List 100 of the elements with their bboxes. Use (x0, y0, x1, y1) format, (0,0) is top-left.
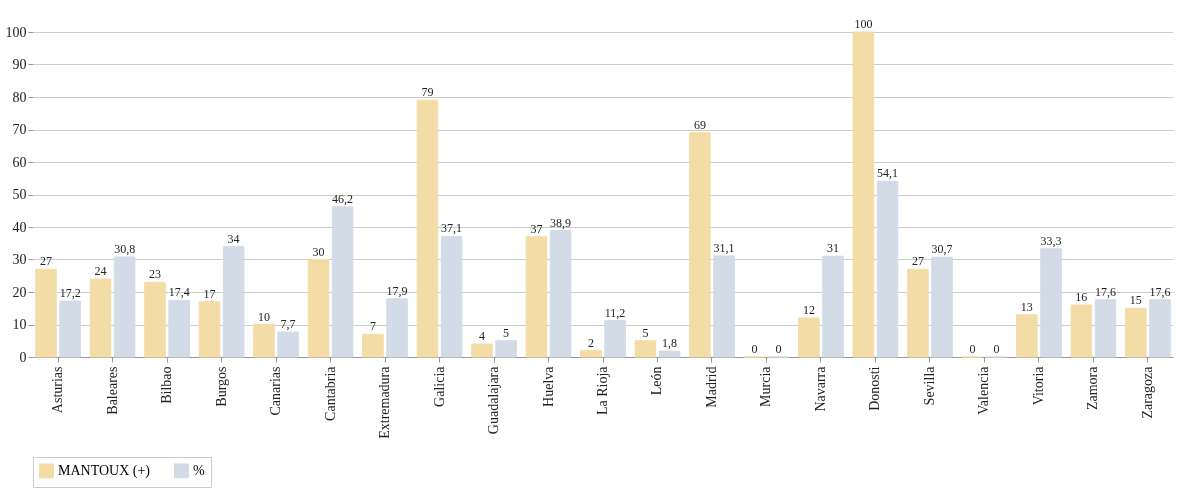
data-label: 27 (39, 254, 52, 269)
bar (525, 236, 548, 358)
data-label: 46,2 (332, 191, 354, 206)
legend-label: MANTOUX (+) (58, 462, 151, 479)
data-label: 23 (148, 267, 161, 282)
data-label: 30 (312, 244, 325, 259)
bar (907, 268, 929, 358)
data-label: 0 (751, 342, 758, 356)
bar (277, 331, 299, 358)
x-tick-label: Navarra (812, 365, 828, 412)
data-label: 17,6 (1149, 284, 1171, 299)
data-label: 69 (693, 117, 706, 132)
data-label: 37,1 (441, 221, 463, 236)
x-tick-label: Valencia (976, 365, 992, 415)
data-label: 37 (530, 221, 543, 236)
bar (1016, 314, 1038, 358)
x-tick-label: Canarias (268, 366, 284, 416)
y-tick-label: 60 (12, 154, 27, 170)
data-label: 30,7 (931, 242, 953, 257)
bar (549, 230, 572, 358)
x-tick-label: Zaragoza (1139, 365, 1155, 419)
bar (1070, 304, 1093, 358)
x-tick-label: Baleares (104, 366, 120, 415)
bar (1125, 307, 1147, 358)
bar (713, 255, 735, 358)
data-label: 17,9 (386, 283, 408, 298)
bar (35, 268, 57, 358)
bar (495, 340, 517, 358)
data-label: 1,8 (662, 336, 678, 351)
data-label: 54,1 (877, 166, 899, 181)
x-tick-label: Cantabria (322, 365, 338, 421)
bar (253, 324, 275, 358)
x-tick-label: León (649, 366, 665, 396)
x-tick-label: Huelva (540, 365, 556, 407)
bar (440, 235, 463, 358)
data-label: 11,2 (604, 305, 626, 320)
data-label: 79 (421, 85, 434, 100)
bar (362, 333, 384, 358)
x-tick-label: Murcia (758, 365, 774, 407)
bar (89, 278, 112, 358)
bar (658, 350, 681, 358)
bar (1149, 299, 1171, 358)
x-tick-label: Burgos (213, 366, 229, 407)
data-label: 15 (1129, 293, 1142, 308)
bar (822, 255, 844, 358)
bar (689, 132, 711, 358)
x-tick-label: Galicia (431, 365, 447, 407)
y-tick-label: 70 (12, 122, 27, 137)
bar (634, 340, 657, 358)
x-tick-label: Guadalajara (486, 365, 502, 435)
data-label: 31 (827, 241, 840, 256)
data-label: 17 (203, 286, 216, 301)
data-label: 5 (642, 325, 649, 340)
data-label: 13 (1020, 299, 1033, 314)
y-tick-label: 0 (19, 349, 27, 365)
x-tick-label: Zamora (1085, 365, 1101, 411)
bar (1040, 248, 1062, 358)
bar (852, 31, 875, 358)
data-label: 7,7 (280, 316, 296, 331)
bar (198, 301, 221, 358)
data-label: 12 (802, 303, 815, 317)
x-tick-label: Bilbao (159, 366, 175, 404)
bar (931, 256, 953, 358)
bar (386, 298, 408, 358)
data-label: 17,6 (1095, 284, 1117, 299)
data-label: 30,8 (114, 241, 136, 256)
data-label: 34 (227, 231, 240, 246)
data-label: 4 (478, 329, 485, 343)
bar (59, 300, 81, 358)
data-label: 27 (911, 254, 924, 269)
data-label: 33,3 (1040, 233, 1062, 248)
data-label: 0 (775, 342, 782, 356)
bar (471, 343, 493, 358)
y-tick-label: 100 (5, 24, 27, 40)
x-tick-label: Donosti (867, 366, 883, 411)
data-label: 7 (369, 319, 376, 334)
bar (1094, 299, 1117, 358)
data-label: 2 (587, 335, 594, 350)
y-tick-label: 80 (12, 89, 27, 105)
bar (144, 281, 166, 358)
bar (580, 350, 602, 358)
data-label: 17,4 (168, 285, 190, 300)
x-tick-label: Extremadura (377, 365, 393, 439)
bar (222, 246, 245, 358)
x-tick-label: Vitoria (1030, 365, 1046, 406)
bar (604, 320, 626, 358)
bar (307, 259, 330, 358)
data-label: 24 (94, 264, 107, 278)
data-label: 5 (503, 325, 510, 340)
bar (113, 256, 136, 358)
bar (798, 317, 820, 358)
x-tick-label: La Rioja (595, 365, 610, 416)
y-tick-label: 20 (12, 284, 27, 300)
legend-label: % (193, 462, 205, 478)
y-tick-label: 40 (12, 219, 27, 235)
data-label: 0 (969, 342, 976, 356)
x-tick-label: Asturias (50, 366, 66, 414)
y-tick-label: 30 (12, 252, 27, 267)
data-label: 38,9 (550, 215, 572, 230)
bar (168, 299, 190, 358)
